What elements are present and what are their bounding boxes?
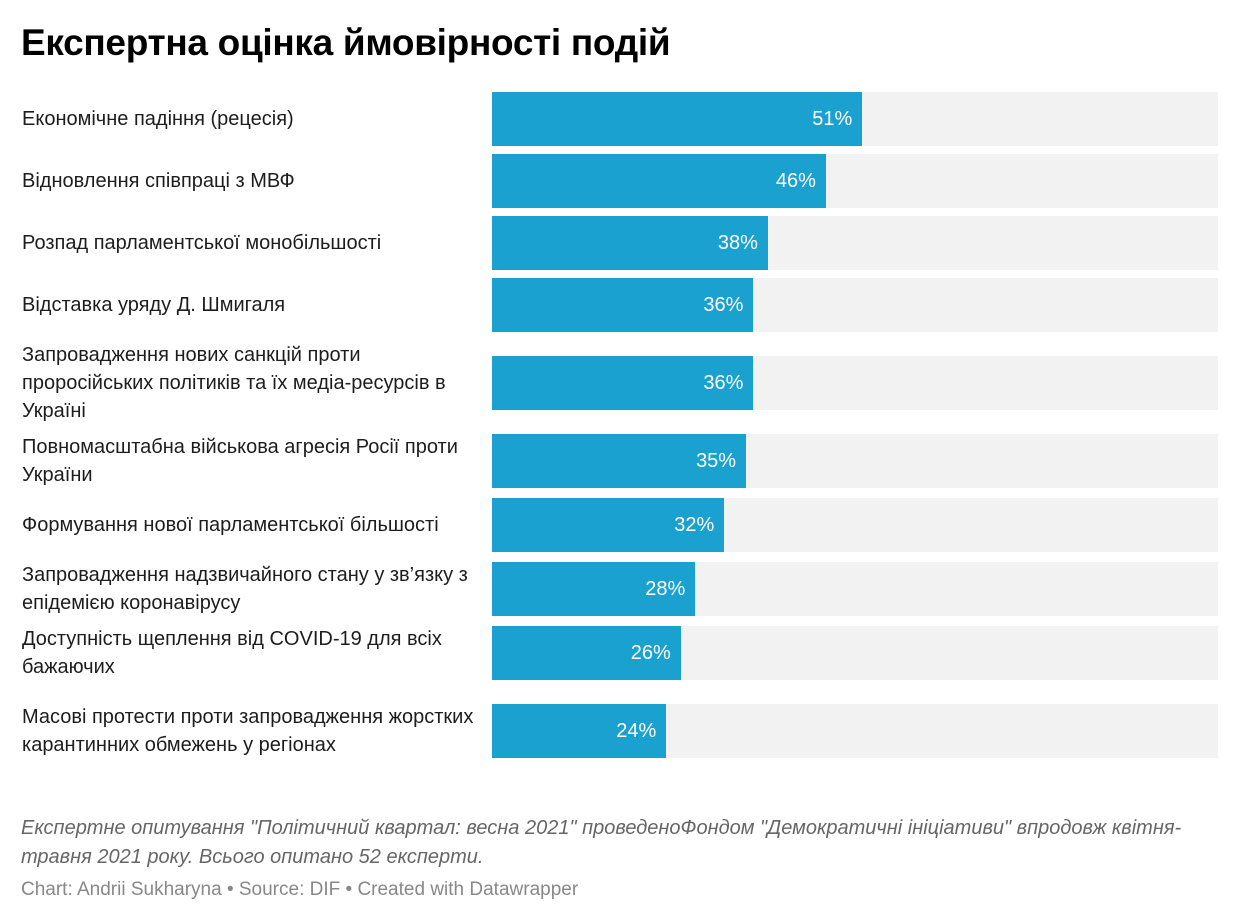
- bar-track: 36%: [492, 356, 1218, 410]
- category-label: Економічне падіння (рецесія): [22, 108, 294, 130]
- bar-value-label: 26%: [630, 642, 671, 664]
- category-label: Запровадження нових санкцій проти пророс…: [22, 344, 446, 422]
- bar: [492, 356, 754, 410]
- bar-track: 38%: [492, 216, 1218, 270]
- bar: [492, 498, 725, 552]
- bar-value-label: 46%: [775, 170, 816, 192]
- bar: [492, 154, 826, 208]
- bar-track: 32%: [492, 498, 1218, 552]
- chart-notes: Експертне опитування "Політичний квартал…: [21, 817, 1182, 868]
- category-label: Відновлення співпраці з МВФ: [22, 170, 295, 192]
- bar-chart: Економічне падіння (рецесія) 51% Відновлен…: [22, 92, 1218, 758]
- category-label: Масові протести проти запровадження жорс…: [22, 706, 474, 756]
- bar-track: 51%: [492, 92, 1218, 146]
- category-label: Доступність щеплення від COVID-19 для вс…: [22, 628, 442, 678]
- chart-title: Експертна оцінка ймовірності подій: [21, 22, 671, 63]
- bar-track: 26%: [492, 626, 1218, 680]
- bar-value-label: 38%: [717, 232, 758, 254]
- category-label: Запровадження надзвичайного стану у зв’я…: [22, 564, 468, 614]
- bar: [492, 434, 747, 488]
- bar-value-label: 36%: [703, 372, 744, 394]
- bar-track: 24%: [492, 704, 1218, 758]
- bar-value-label: 28%: [645, 578, 686, 600]
- bar-value-label: 51%: [812, 108, 853, 130]
- category-label: Формування нової парламентської більшост…: [22, 514, 439, 536]
- chart-byline: Chart: Andrii Sukharyna • Source: DIF • …: [21, 879, 579, 900]
- bar: [492, 278, 754, 332]
- bar-value-label: 32%: [674, 514, 715, 536]
- bar: [492, 92, 863, 146]
- bar: [492, 216, 768, 270]
- bar-track: 36%: [492, 278, 1218, 332]
- bar-track: 35%: [492, 434, 1218, 488]
- bar-value-label: 36%: [703, 294, 744, 316]
- bar-track: 46%: [492, 154, 1218, 208]
- category-label: Повномасштабна військова агресія Росії п…: [22, 436, 458, 486]
- category-label: Розпад парламентської монобільшості: [22, 232, 382, 254]
- bar: [492, 626, 681, 680]
- category-label: Відставка уряду Д. Шмигаля: [22, 294, 286, 316]
- bar-value-label: 24%: [616, 720, 657, 742]
- bar: [492, 562, 696, 616]
- bar-value-label: 35%: [696, 450, 737, 472]
- bar-track: 28%: [492, 562, 1218, 616]
- bar: [492, 704, 667, 758]
